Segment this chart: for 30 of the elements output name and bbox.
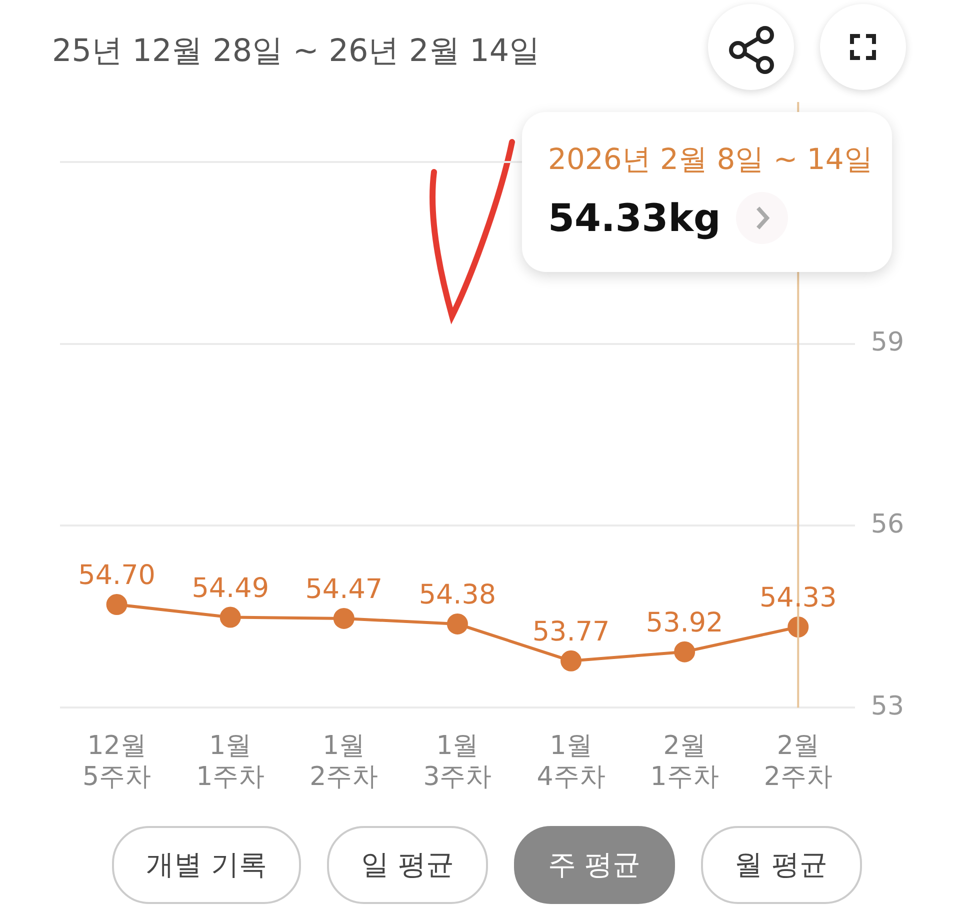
point xyxy=(106,594,128,616)
data-label: 54.33 xyxy=(759,582,837,614)
point xyxy=(674,641,696,662)
text: 월 평균 xyxy=(700,826,862,904)
point xyxy=(446,613,468,634)
y-tick-label: 53 xyxy=(870,691,904,722)
y-tick-label: 59 xyxy=(870,328,904,358)
point xyxy=(560,650,582,672)
x-tick-label: 1월 3주차 xyxy=(423,730,492,792)
data-label: 54.70 xyxy=(78,560,156,592)
x-tick-label: 12월 5주차 xyxy=(82,730,152,792)
point xyxy=(333,608,354,629)
y-tick-label: 56 xyxy=(870,509,904,540)
data-label: 54.38 xyxy=(418,579,496,610)
annotation: 2026년 2월 8일 ~ 14일 xyxy=(548,141,873,178)
text: 주 평균 xyxy=(514,826,675,904)
x-tick-label: 1월 2주차 xyxy=(310,730,378,792)
annotation: 54.33kg xyxy=(548,196,721,240)
x-tick-label: 2월 2주차 xyxy=(764,730,832,792)
data-label: 53.92 xyxy=(646,607,724,638)
text: 일 평균 xyxy=(326,826,488,904)
x-tick-label: 2월 1주차 xyxy=(650,730,719,792)
data-label: 54.49 xyxy=(192,572,269,604)
chart-title: 25년 12월 28일 ~ 26년 2월 14일 xyxy=(52,32,540,71)
x-tick-label: 1월 4주차 xyxy=(536,730,606,792)
text: 개별 기록 xyxy=(112,826,301,904)
point xyxy=(220,606,241,628)
data-label: 53.77 xyxy=(532,616,610,648)
x-tick-label: 1월 1주차 xyxy=(196,730,265,792)
data-label: 54.47 xyxy=(305,574,383,605)
